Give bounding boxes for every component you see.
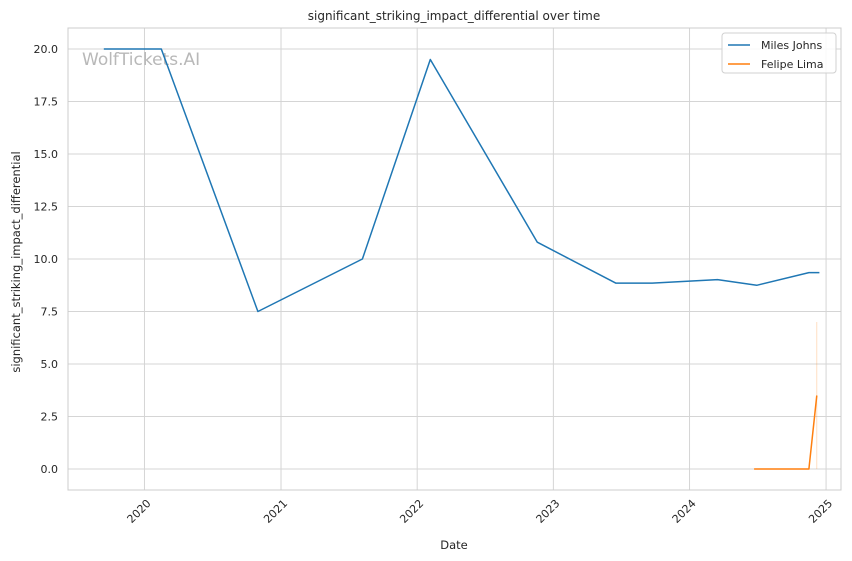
x-tick-label: 2024 (670, 497, 699, 526)
x-axis-ticks: 2020 2021 2022 2023 2024 2025 (125, 497, 836, 526)
y-tick-label: 7.5 (41, 306, 59, 319)
x-tick-label: 2022 (397, 497, 426, 526)
watermark: WolfTickets.AI (82, 50, 200, 70)
series-line-0 (103, 48, 820, 313)
legend: Miles Johns Felipe Lima (721, 32, 837, 74)
plot-frame (67, 27, 842, 491)
x-tick-label: 2023 (533, 497, 562, 526)
watermark-layer: WolfTickets.AI (82, 50, 200, 70)
series-layer (103, 48, 820, 470)
x-axis-label: Date (440, 538, 468, 552)
series-line-1 (754, 395, 818, 470)
x-tick-label: 2021 (261, 497, 290, 526)
y-tick-label: 12.5 (34, 201, 59, 214)
y-tick-label: 0.0 (41, 463, 59, 476)
y-axis-ticks: 0.0 2.5 5.0 7.5 10.0 12.5 15.0 17.5 20.0 (34, 43, 59, 476)
y-tick-label: 15.0 (34, 148, 59, 161)
y-axis-label: significant_striking_impact_differential (9, 151, 23, 372)
legend-box (721, 32, 837, 74)
y-tick-label: 2.5 (41, 411, 59, 424)
legend-label: Felipe Lima (761, 58, 824, 71)
x-tick-label: 2020 (125, 497, 154, 526)
legend-label: Miles Johns (761, 39, 823, 52)
gridlines (68, 28, 841, 490)
chart-title: significant_striking_impact_differential… (308, 9, 600, 23)
x-tick-label: 2025 (806, 497, 835, 526)
y-tick-label: 5.0 (41, 358, 59, 371)
y-tick-label: 10.0 (34, 253, 59, 266)
y-tick-label: 20.0 (34, 43, 59, 56)
y-tick-label: 17.5 (34, 96, 59, 109)
